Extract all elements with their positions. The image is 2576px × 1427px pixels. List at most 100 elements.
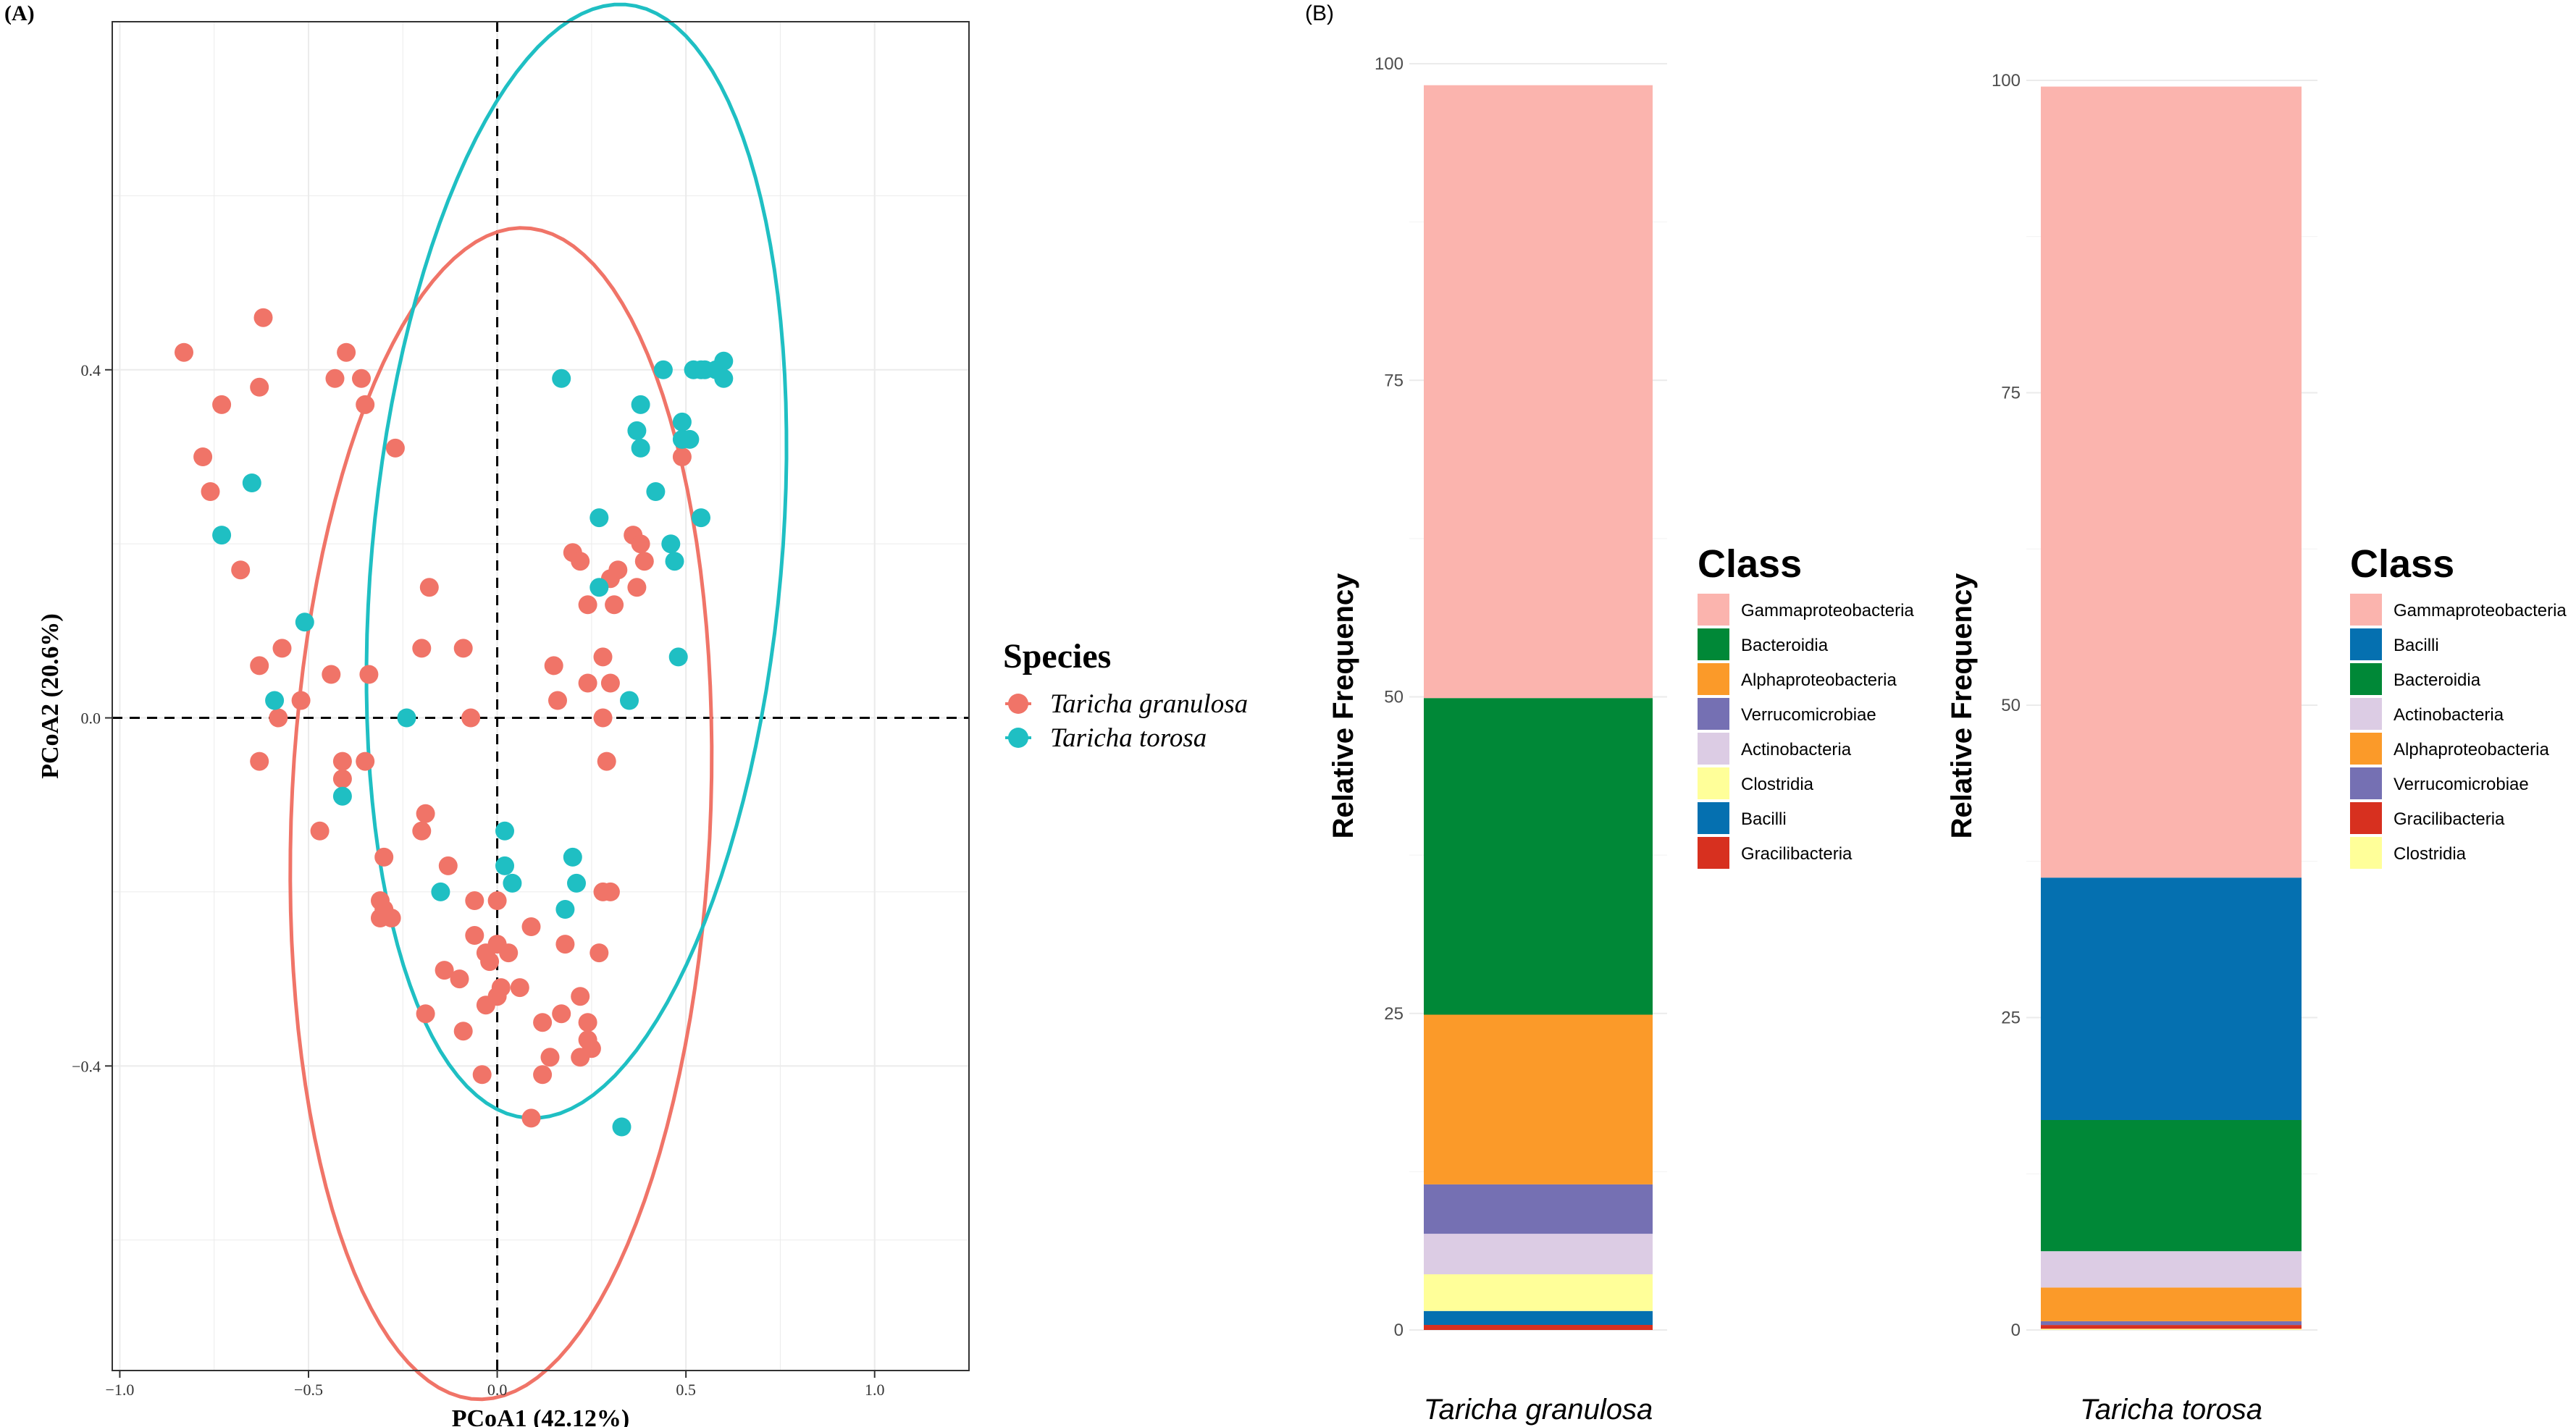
- point-taricha-granulosa: [438, 856, 458, 875]
- legend-item-alphaproteobacteria: Alphaproteobacteria: [1698, 663, 1897, 695]
- bar-segment-verrucomicrobiae: [1424, 1184, 1653, 1234]
- point-taricha-torosa: [397, 708, 416, 728]
- point-taricha-granulosa: [521, 917, 541, 936]
- panel-a-label: (A): [4, 1, 35, 25]
- bar-segment-verrucomicrobiae: [2041, 1321, 2302, 1326]
- legend-item-taricha-torosa: Taricha torosa: [1005, 723, 1207, 753]
- legend-key-gracilibacteria: [2350, 802, 2382, 834]
- point-taricha-granulosa: [571, 1048, 590, 1067]
- point-taricha-torosa: [646, 482, 666, 501]
- point-taricha-granulosa: [672, 447, 692, 466]
- x-tick-label: −1.0: [105, 1381, 134, 1399]
- pcoa-reference-lines: [112, 22, 969, 1371]
- point-taricha-granulosa: [634, 552, 654, 571]
- point-taricha-granulosa: [571, 552, 590, 571]
- bar-segment-alphaproteobacteria: [1424, 1014, 1653, 1184]
- point-taricha-torosa: [295, 613, 314, 632]
- class-legend: Class Gammaproteobacteria Bacilli Bacteroid…: [2350, 542, 2567, 869]
- point-taricha-granulosa: [533, 1013, 553, 1032]
- legend-key-gammaproteobacteria: [2350, 594, 2382, 626]
- point-taricha-granulosa: [382, 909, 401, 927]
- class-legend: Class Gammaproteobacteria Bacteroidia Alpha…: [1698, 542, 1914, 869]
- legend-item-clostridia: Clostridia: [2350, 837, 2467, 869]
- point-taricha-granulosa: [593, 647, 613, 667]
- point-taricha-granulosa: [453, 1022, 473, 1041]
- bar-segment-bacteroidia: [1424, 698, 1653, 1015]
- point-taricha-granulosa: [435, 961, 454, 980]
- legend-item-verrucomicrobiae: Verrucomicrobiae: [2350, 767, 2529, 799]
- panel-b-label: (B): [1305, 1, 1334, 25]
- point-taricha-granulosa: [597, 752, 616, 771]
- point-taricha-granulosa: [356, 395, 375, 414]
- panel-b-relative-frequency: (B) 0 25 50 75 100 Relative Frequency Taricha …: [1305, 1, 2567, 1426]
- point-taricha-granulosa: [332, 752, 352, 771]
- point-taricha-granulosa: [540, 1048, 560, 1067]
- bar-segment-clostridia: [1424, 1274, 1653, 1311]
- legend-item-bacilli: Bacilli: [2350, 628, 2439, 660]
- legend-label-bacteroidia: Bacteroidia: [1741, 636, 1829, 655]
- legend-item-bacilli: Bacilli: [1698, 802, 1787, 834]
- point-taricha-torosa: [680, 429, 700, 449]
- legend-marker-torosa: [1008, 728, 1028, 748]
- point-taricha-torosa: [431, 882, 450, 901]
- legend-label-gammaproteobacteria: Gammaproteobacteria: [2394, 601, 2567, 620]
- point-taricha-torosa: [661, 534, 681, 554]
- point-taricha-torosa: [265, 691, 285, 710]
- point-taricha-granulosa: [465, 926, 484, 945]
- point-taricha-torosa: [590, 508, 609, 528]
- point-taricha-granulosa: [310, 821, 330, 841]
- point-taricha-granulosa: [480, 952, 500, 972]
- point-taricha-granulosa: [461, 708, 481, 728]
- legend-item-actinobacteria: Actinobacteria: [2350, 698, 2504, 730]
- legend-label-clostridia: Clostridia: [2394, 844, 2467, 864]
- x-tick-label: 1.0: [865, 1381, 885, 1399]
- point-taricha-torosa: [653, 360, 673, 379]
- point-taricha-granulosa: [472, 1065, 492, 1085]
- point-taricha-granulosa: [544, 656, 563, 675]
- point-taricha-granulosa: [499, 943, 519, 963]
- point-taricha-granulosa: [627, 578, 647, 597]
- point-taricha-torosa: [495, 821, 514, 841]
- legend-item-taricha-granulosa: Taricha granulosa: [1005, 689, 1248, 719]
- point-taricha-granulosa: [476, 995, 495, 1015]
- point-taricha-granulosa: [212, 395, 232, 414]
- ellipse-taricha-torosa: [364, 2, 789, 1120]
- point-taricha-granulosa: [193, 447, 213, 466]
- point-taricha-torosa: [714, 351, 734, 371]
- bar-segment-clostridia: [2041, 1329, 2302, 1330]
- y-tick-label: 0.4: [81, 361, 101, 379]
- legend-key-bacilli: [1698, 802, 1729, 834]
- y-tick-label: 75: [2001, 384, 2021, 403]
- point-taricha-torosa: [552, 369, 571, 388]
- y-tick-label: 100: [1992, 71, 2021, 90]
- point-taricha-torosa: [567, 873, 586, 893]
- point-taricha-torosa: [668, 647, 688, 667]
- point-taricha-granulosa: [201, 482, 220, 501]
- point-taricha-granulosa: [291, 691, 311, 710]
- panel-a-pcoa-plot: (A) −1.0 −0.5 0.0 0.5 1.0 −0.4 0.0 0.4 PCoA1 (…: [4, 1, 1248, 1427]
- point-taricha-granulosa: [552, 1004, 571, 1024]
- legend-label-bacilli: Bacilli: [1741, 809, 1787, 829]
- y-tick-label: 25: [2001, 1009, 2021, 1028]
- bar-segment-gammaproteobacteria: [1424, 85, 1653, 699]
- point-taricha-granulosa: [250, 377, 269, 397]
- point-taricha-granulosa: [578, 595, 597, 615]
- pcoa-y-axis-label: PCoA2 (20.6%): [37, 613, 64, 779]
- point-taricha-torosa: [692, 508, 710, 528]
- point-taricha-torosa: [714, 369, 734, 388]
- pcoa-points: [175, 308, 734, 1137]
- legend-label-gracilibacteria: Gracilibacteria: [1741, 844, 1853, 864]
- pcoa-plot-frame: [112, 21, 970, 1371]
- point-taricha-granulosa: [416, 804, 435, 823]
- point-taricha-granulosa: [412, 821, 432, 841]
- point-taricha-granulosa: [450, 969, 469, 989]
- point-taricha-granulosa: [250, 656, 269, 675]
- point-taricha-granulosa: [374, 847, 394, 867]
- legend-key-bacilli: [2350, 628, 2382, 660]
- point-taricha-torosa: [332, 786, 352, 806]
- point-taricha-granulosa: [175, 342, 193, 362]
- y-tick-label: 50: [2001, 696, 2021, 715]
- point-taricha-granulosa: [555, 935, 575, 954]
- point-taricha-granulosa: [356, 752, 375, 771]
- point-taricha-granulosa: [322, 665, 341, 684]
